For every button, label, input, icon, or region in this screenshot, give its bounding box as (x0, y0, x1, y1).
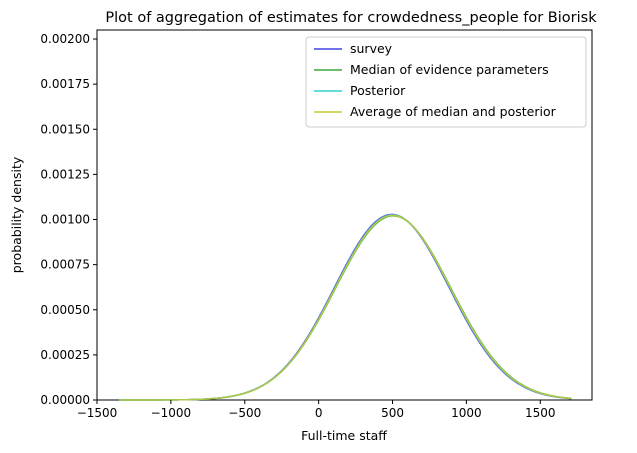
y-tick-label: 0.00075 (40, 258, 90, 272)
curves (119, 213, 572, 401)
legend: survey Median of evidence parameters Poste… (305, 36, 587, 128)
x-axis-label: Full-time staff (301, 428, 387, 443)
legend-entry-3: Average of median and posterior (350, 104, 557, 119)
y-axis-label: probability density (9, 156, 24, 273)
legend-entry-2: Posterior (350, 83, 406, 98)
y-tick-label: 0.00025 (40, 348, 90, 362)
plot-frame (96, 29, 593, 401)
x-tick-label: −500 (228, 406, 261, 420)
x-tick-label: −1000 (151, 406, 192, 420)
x-axis-ticks: −1500 −1000 −500 0 500 1000 1500 (77, 400, 556, 420)
chart-title: Plot of aggregation of estimates for cro… (105, 10, 597, 26)
y-axis-ticks: 0.00000 0.00025 0.00050 0.00075 0.00100 0.001… (40, 32, 97, 407)
y-tick-label: 0.00100 (40, 213, 90, 227)
y-tick-label: 0.00150 (40, 122, 90, 136)
series-line-3 (119, 214, 572, 401)
legend-box (305, 36, 587, 128)
legend-entry-0: survey (350, 41, 393, 56)
y-tick-label: 0.00200 (40, 32, 90, 46)
y-tick-label: 0.00000 (40, 393, 90, 407)
y-tick-label: 0.00175 (40, 77, 90, 91)
x-tick-label: 1000 (451, 406, 482, 420)
x-tick-label: 1500 (525, 406, 556, 420)
y-tick-label: 0.00050 (40, 303, 90, 317)
x-tick-label: 0 (315, 406, 323, 420)
y-tick-label: 0.00125 (40, 167, 90, 181)
x-tick-label: 500 (381, 406, 404, 420)
plot-area (96, 29, 593, 401)
legend-entry-1: Median of evidence parameters (350, 62, 549, 77)
x-tick-label: −1500 (77, 406, 118, 420)
series-line-2 (119, 214, 572, 401)
